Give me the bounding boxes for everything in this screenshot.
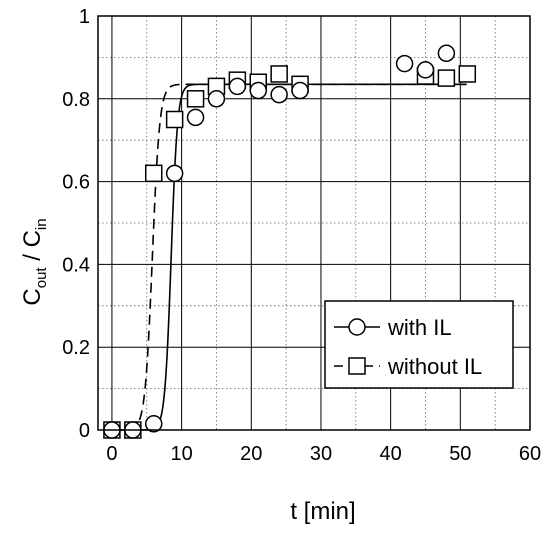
y-axis-label-den-sub: in <box>33 218 50 230</box>
data-point-with-il <box>291 81 309 100</box>
data-point-without-il <box>270 65 288 83</box>
data-markers <box>103 44 477 439</box>
y-tick-label: 0 <box>79 420 90 442</box>
data-point-with-il <box>416 61 435 79</box>
data-point-without-il <box>144 164 163 183</box>
legend-label-with-il: with IL <box>387 315 452 340</box>
data-point-with-il <box>207 90 226 108</box>
y-tick-label: 0.6 <box>62 172 90 194</box>
data-point-with-il <box>165 164 184 183</box>
y-tick-label: 1 <box>79 6 90 28</box>
x-tick-label: 50 <box>449 443 471 465</box>
x-tick-label: 40 <box>380 443 402 465</box>
x-tick-label: 10 <box>170 443 192 465</box>
data-point-without-il <box>458 65 477 83</box>
x-axis-label: t [min] <box>290 498 355 525</box>
data-point-with-il <box>395 54 414 73</box>
x-tick-label: 30 <box>310 443 332 465</box>
data-point-with-il <box>228 77 247 96</box>
data-point-with-il <box>144 415 163 433</box>
x-tick-label: 0 <box>106 443 117 465</box>
data-point-with-il <box>270 85 288 104</box>
fit-curves <box>111 83 467 431</box>
data-point-without-il <box>437 69 456 87</box>
legend: with IL without IL <box>324 300 514 389</box>
y-axis-label-main: C <box>19 288 46 305</box>
y-axis-label-sep: / C <box>19 230 46 267</box>
y-tick-labels: 0 0.2 0.4 0.6 0.8 1 <box>62 6 90 442</box>
x-tick-label: 20 <box>240 443 262 465</box>
y-axis-label-num-sub: out <box>33 267 50 289</box>
data-point-without-il <box>165 110 184 129</box>
legend-label-without-il: without IL <box>387 354 482 379</box>
y-tick-label: 0.8 <box>62 89 90 111</box>
fit-curve-without-il <box>111 83 467 431</box>
y-tick-label: 0.4 <box>62 254 90 276</box>
legend-marker-without-il <box>348 357 366 375</box>
plot-frame <box>97 15 531 431</box>
y-tick-label: 0.2 <box>62 337 90 359</box>
legend-marker-with-il <box>348 318 366 336</box>
y-axis-label: Cout / Cin <box>19 218 50 305</box>
x-tick-labels: 0 10 20 30 40 50 60 <box>106 443 541 465</box>
data-point-with-il <box>186 108 205 127</box>
data-point-with-il <box>437 44 456 63</box>
data-point-without-il <box>186 90 205 108</box>
data-point-with-il <box>249 81 268 100</box>
x-tick-label: 60 <box>519 443 541 465</box>
